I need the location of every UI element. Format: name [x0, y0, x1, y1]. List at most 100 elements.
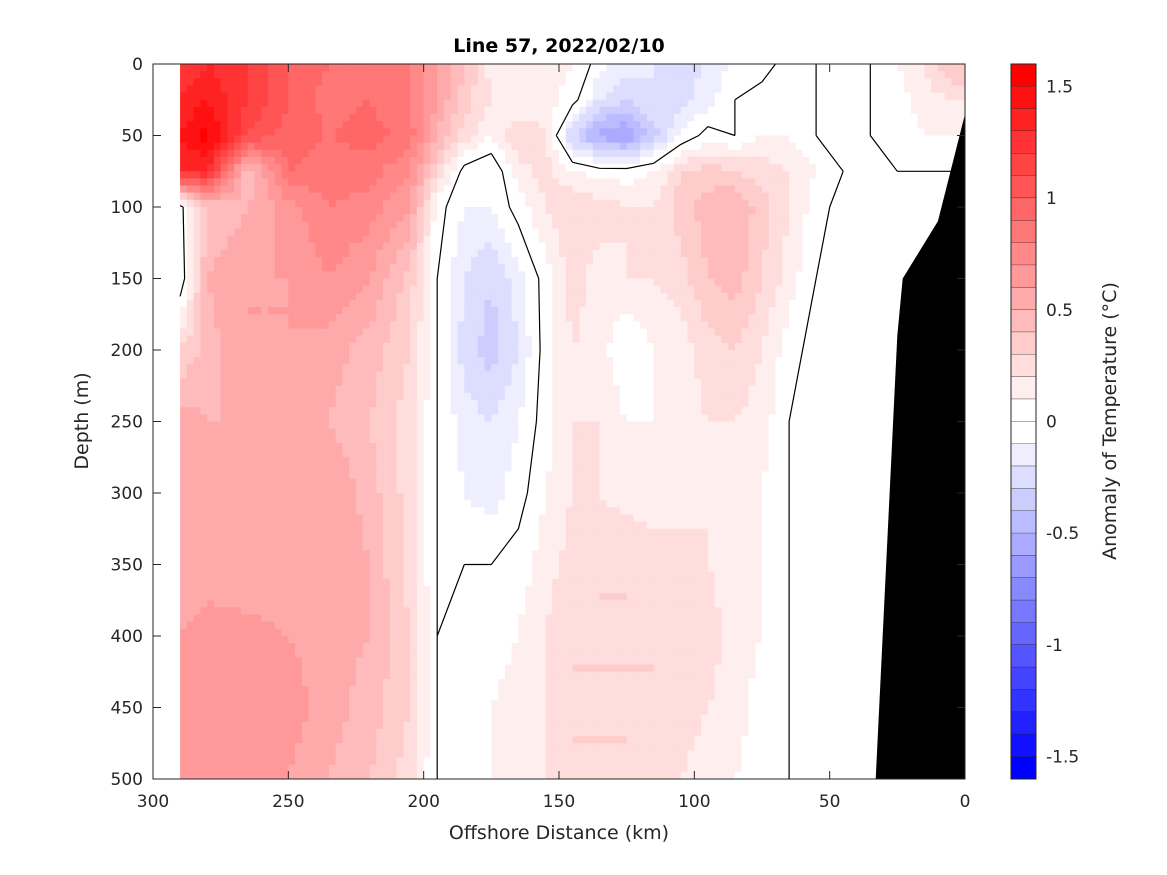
- field-cell: [775, 357, 783, 365]
- field-cell: [789, 99, 797, 108]
- field-cell: [193, 114, 201, 122]
- field-cell: [396, 149, 404, 158]
- field-cell: [883, 264, 892, 272]
- field-cell: [640, 307, 648, 315]
- field-cell: [349, 192, 357, 201]
- field-cell: [525, 128, 533, 137]
- field-cell: [416, 78, 425, 87]
- field-cell: [829, 299, 838, 308]
- field-cell: [775, 85, 783, 94]
- field-cell: [295, 249, 303, 258]
- field-cell: [904, 235, 912, 244]
- field-cell: [701, 121, 709, 129]
- field-cell: [680, 78, 689, 87]
- field-cell: [525, 364, 533, 373]
- field-cell: [809, 185, 817, 194]
- field-cell: [924, 199, 932, 208]
- field-cell: [816, 164, 824, 172]
- field-cell: [220, 164, 229, 172]
- field-cell: [443, 357, 452, 365]
- field-cell: [849, 149, 858, 158]
- field-cell: [694, 242, 702, 251]
- field-cell: [464, 178, 472, 187]
- field-cell: [254, 171, 262, 179]
- field-cell: [498, 292, 506, 301]
- field-cell: [423, 271, 432, 280]
- field-cell: [843, 285, 851, 294]
- field-cell: [917, 106, 925, 115]
- field-cell: [721, 357, 729, 365]
- field-cell: [186, 249, 195, 258]
- field-cell: [213, 271, 222, 280]
- field-cell: [518, 342, 526, 351]
- field-cell: [789, 171, 797, 179]
- field-cell: [328, 307, 337, 315]
- field-cell: [511, 342, 519, 351]
- field-cell: [531, 178, 540, 187]
- field-cell: [356, 342, 364, 351]
- field-cell: [403, 314, 411, 322]
- field-cell: [193, 285, 201, 294]
- field-cell: [734, 71, 743, 79]
- field-cell: [836, 71, 844, 79]
- field-cell: [430, 214, 438, 222]
- field-cell: [274, 164, 283, 172]
- field-cell: [822, 135, 831, 144]
- field-cell: [768, 221, 777, 230]
- field-cell: [545, 135, 553, 144]
- field-cell: [802, 114, 810, 122]
- field-cell: [545, 106, 553, 115]
- field-cell: [288, 128, 296, 137]
- field-cell: [599, 199, 607, 208]
- field-cell: [714, 199, 722, 208]
- field-cell: [450, 307, 459, 315]
- field-cell: [755, 78, 763, 87]
- field-cell: [863, 71, 871, 79]
- field-cell: [748, 235, 756, 244]
- field-cell: [707, 135, 716, 144]
- field-cell: [315, 292, 323, 301]
- field-cell: [200, 106, 208, 115]
- field-cell: [667, 185, 675, 194]
- field-cell: [809, 64, 817, 72]
- field-cell: [877, 278, 885, 287]
- field-cell: [640, 71, 648, 79]
- field-cell: [646, 221, 655, 230]
- field-cell: [186, 185, 195, 194]
- field-cell: [748, 178, 756, 187]
- field-cell: [755, 128, 763, 137]
- field-cell: [741, 121, 750, 129]
- field-cell: [477, 350, 486, 358]
- field-cell: [755, 278, 763, 287]
- field-cell: [240, 278, 249, 287]
- field-cell: [423, 114, 432, 122]
- field-cell: [701, 85, 709, 94]
- field-cell: [200, 228, 208, 237]
- field-cell: [660, 71, 668, 79]
- field-cell: [856, 78, 865, 87]
- field-cell: [755, 264, 763, 272]
- field-cell: [545, 264, 553, 272]
- field-cell: [802, 235, 810, 244]
- field-cell: [450, 271, 459, 280]
- field-cell: [795, 71, 804, 79]
- field-cell: [308, 257, 316, 265]
- field-cell: [288, 149, 296, 158]
- field-cell: [552, 92, 560, 101]
- field-cell: [633, 228, 641, 237]
- field-cell: [897, 221, 905, 230]
- field-cell: [518, 135, 526, 144]
- field-cell: [795, 121, 804, 129]
- field-cell: [464, 106, 472, 115]
- field-cell: [924, 85, 932, 94]
- field-cell: [904, 228, 912, 237]
- field-cell: [477, 199, 486, 208]
- field-cell: [295, 171, 303, 179]
- field-cell: [328, 199, 337, 208]
- field-cell: [613, 328, 621, 337]
- field-cell: [274, 221, 283, 230]
- field-cell: [714, 128, 722, 137]
- field-cell: [619, 278, 628, 287]
- field-cell: [193, 342, 201, 351]
- field-cell: [234, 192, 242, 201]
